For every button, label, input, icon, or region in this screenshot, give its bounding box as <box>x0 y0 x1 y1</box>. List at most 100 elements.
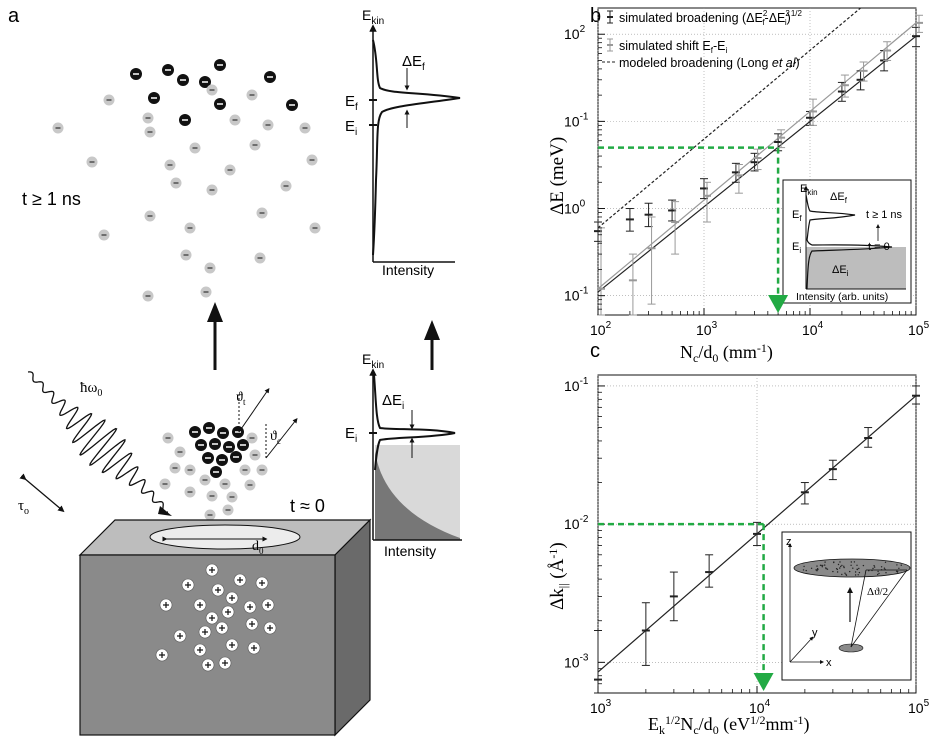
electron <box>223 441 235 453</box>
x-axis-label-c: Ek1/2Nc/d0 (eV1/2mm-1) <box>648 713 810 737</box>
panel-label-a: a <box>8 5 20 27</box>
electron <box>162 432 174 444</box>
data-point <box>883 41 892 61</box>
hole <box>193 643 207 657</box>
inset-b-xlabel: Intensity (arb. units) <box>796 291 888 303</box>
electron <box>246 89 258 101</box>
y-tick-label: 10-1 <box>564 376 589 394</box>
y-tick-label: 100 <box>564 199 586 217</box>
hole <box>205 611 219 625</box>
data-point <box>705 554 714 588</box>
electron <box>195 439 207 451</box>
electron <box>103 94 115 106</box>
electron <box>230 451 242 463</box>
inset-b-delta-ei: ΔEi <box>832 264 849 278</box>
delta-ei-label: ΔEi <box>382 392 404 412</box>
electron <box>286 99 298 111</box>
electron <box>256 464 268 476</box>
electron <box>206 184 218 196</box>
theta-c-label: ϑc <box>270 429 281 446</box>
electron <box>206 490 218 502</box>
svg-text:modeled broadening (Long et al: modeled broadening (Long et al) <box>619 56 800 70</box>
electron <box>170 177 182 189</box>
inset-b-t-zero: t = 0 <box>868 241 890 253</box>
data-point <box>647 216 656 305</box>
electron <box>217 427 229 439</box>
electron <box>179 114 191 126</box>
electron <box>262 119 274 131</box>
electron <box>216 454 228 466</box>
y-tick-label: 102 <box>564 24 586 42</box>
time-arrow-right <box>424 320 440 370</box>
x-tick-label: 104 <box>749 698 771 716</box>
ekin-axis-label-bottom: Ekin <box>362 351 384 371</box>
data-point <box>828 459 837 481</box>
hole <box>221 605 235 619</box>
electron <box>177 74 189 86</box>
panel-a: a t ≥ 1 ns Ekin ΔEf Ef Ei Intensity <box>8 5 462 737</box>
legend-item-shift: simulated shift Ef-Ei <box>607 38 727 55</box>
electron <box>280 180 292 192</box>
d0-label: d0 <box>252 539 264 556</box>
y-tick-label: 10-1 <box>564 286 589 304</box>
legend-item-broadening: simulated broadening (ΔE2 f-ΔE2 i)1/2 <box>607 9 802 27</box>
electron <box>229 114 241 126</box>
hole <box>225 591 239 605</box>
electron <box>202 452 214 464</box>
hole <box>225 638 239 652</box>
energy-spectrum-initial: Ekin ΔEi Ei Intensity <box>345 351 462 559</box>
hole <box>193 598 207 612</box>
electron <box>200 286 212 298</box>
electron <box>174 446 186 458</box>
electron <box>142 112 154 124</box>
electron <box>309 222 321 234</box>
x-tick-label: 102 <box>590 320 612 338</box>
y-axis-label-c: Δk|| (Å-1) <box>546 542 570 610</box>
data-point <box>641 602 650 666</box>
ei-label: Ei <box>345 118 357 138</box>
inset-c-angle: Δϑ/2 <box>867 586 888 598</box>
electron <box>86 156 98 168</box>
data-point <box>840 74 849 98</box>
inset-b-ekin: Ekin <box>800 183 818 197</box>
electron-cloud-initial <box>159 422 268 521</box>
inset-b-delta-ef: ΔEf <box>830 191 848 205</box>
electron <box>148 92 160 104</box>
electron <box>219 478 231 490</box>
electron <box>144 126 156 138</box>
hole <box>255 576 269 590</box>
inset-c-x: x <box>826 657 832 669</box>
hole <box>198 625 212 639</box>
electron <box>209 438 221 450</box>
electron <box>184 486 196 498</box>
guide-line-c <box>598 522 774 691</box>
data-point <box>809 98 817 126</box>
data-point <box>777 129 786 149</box>
electron <box>256 207 268 219</box>
electron <box>184 464 196 476</box>
data-point <box>912 385 920 405</box>
hole <box>243 600 257 614</box>
electron <box>98 229 110 241</box>
electron <box>299 122 311 134</box>
hole <box>201 658 215 672</box>
legend-item-model: modeled broadening (Long et al) <box>602 56 800 70</box>
data-point <box>800 482 809 505</box>
x-axis-label-b: Nc/d0 (mm-1) <box>680 341 773 365</box>
guide-line-b <box>598 146 789 313</box>
theta-t-label: ϑt <box>236 390 246 407</box>
tau-label: τo <box>18 498 29 517</box>
electron <box>204 509 216 521</box>
hole <box>181 578 195 592</box>
y-tick-label: 10-1 <box>564 111 589 129</box>
time-zero-label: t ≈ 0 <box>290 496 325 516</box>
time-arrow-left <box>207 302 223 370</box>
electron <box>189 426 201 438</box>
data-point <box>753 148 762 171</box>
electron <box>239 464 251 476</box>
panel-c-chart: c 103 104 105 10-3 10-2 10-1 Δk|| (Å-1) Ek1/2… <box>546 340 929 737</box>
svg-text:simulated shift Ef-Ei: simulated shift Ef-Ei <box>619 39 727 55</box>
